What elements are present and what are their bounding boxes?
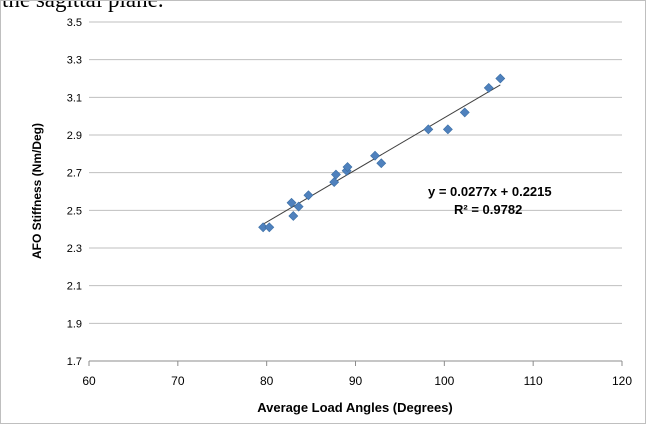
data-point — [303, 190, 314, 201]
x-tick-label: 120 — [612, 374, 632, 388]
data-point — [342, 162, 353, 172]
x-tick-label: 80 — [260, 374, 274, 388]
x-tick-label: 90 — [349, 374, 363, 388]
x-tick-label: 60 — [82, 374, 96, 388]
trendline-equation: y = 0.0277x + 0.2215 — [428, 184, 552, 199]
trendline — [262, 84, 501, 225]
data-point — [495, 73, 506, 84]
y-tick-label: 1.9 — [67, 318, 82, 330]
data-point — [370, 150, 380, 161]
data-point — [264, 222, 275, 233]
y-tick-label: 2.1 — [67, 281, 82, 293]
caption-fragment: the sagittal plane. — [2, 0, 164, 13]
y-tick-label: 1.7 — [67, 356, 82, 368]
data-point — [442, 124, 453, 135]
y-tick-label: 3.3 — [67, 55, 82, 67]
y-tick-label: 2.9 — [67, 130, 82, 142]
y-tick-label: 3.1 — [67, 92, 82, 104]
data-point — [423, 124, 434, 135]
r-squared-label: R² = 0.9782 — [454, 202, 522, 217]
x-axis-title: Average Load Angles (Degrees) — [257, 400, 453, 415]
gridlines — [89, 21, 622, 362]
y-tick-labels: 1.7 1.9 2.1 2.3 2.5 2.7 2.9 3.1 3.3 3.5 — [67, 17, 82, 368]
data-point — [329, 177, 340, 188]
data-point — [483, 82, 494, 93]
data-point — [293, 201, 304, 212]
y-tick-label: 2.7 — [67, 168, 82, 180]
y-tick-label: 3.5 — [67, 17, 82, 29]
data-point — [288, 211, 299, 221]
data-point — [376, 158, 387, 169]
x-tick-labels: 60 70 80 90 100 110 120 — [82, 361, 632, 388]
data-points — [258, 73, 506, 233]
x-tick-label: 100 — [434, 374, 454, 388]
y-tick-label: 2.5 — [67, 205, 82, 217]
data-point — [286, 197, 297, 208]
y-axis-title: AFO Stiffness (Nm/Deg) — [30, 123, 44, 259]
y-tick-label: 2.3 — [67, 243, 82, 255]
x-tick-label: 110 — [524, 374, 543, 388]
x-tick-label: 70 — [171, 374, 185, 388]
data-point — [331, 169, 341, 180]
data-point — [459, 107, 470, 118]
